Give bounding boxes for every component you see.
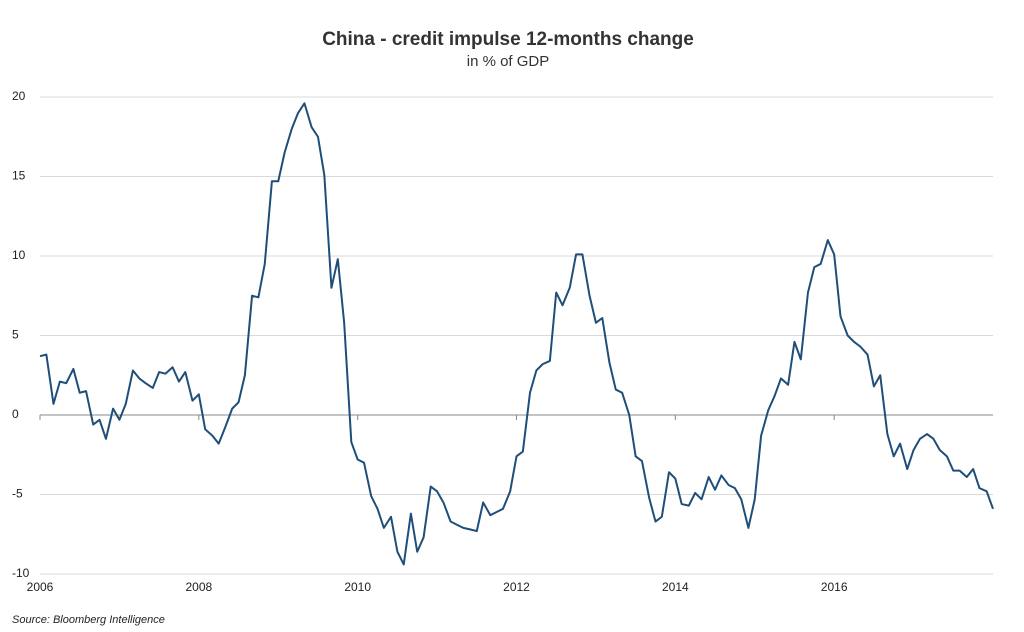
source-note: Source: Bloomberg Intelligence <box>12 614 165 626</box>
y-tick-label: -10 <box>12 566 30 580</box>
x-tick-label: 2016 <box>821 580 848 594</box>
chart-subtitle: in % of GDP <box>467 53 550 70</box>
x-tick-label: 2014 <box>662 580 689 594</box>
chart-title: China - credit impulse 12-months change <box>322 29 694 50</box>
y-tick-label: 5 <box>12 328 19 342</box>
y-tick-label: 0 <box>12 407 19 421</box>
x-tick-label: 2008 <box>185 580 212 594</box>
x-tick-label: 2006 <box>27 580 54 594</box>
y-tick-label: 20 <box>12 89 26 103</box>
line-series <box>39 102 994 566</box>
x-tick-label: 2012 <box>503 580 530 594</box>
y-tick-label: -5 <box>12 487 23 501</box>
y-tick-label: 15 <box>12 169 26 183</box>
y-tick-label: 10 <box>12 248 26 262</box>
x-tick-label: 2010 <box>344 580 371 594</box>
